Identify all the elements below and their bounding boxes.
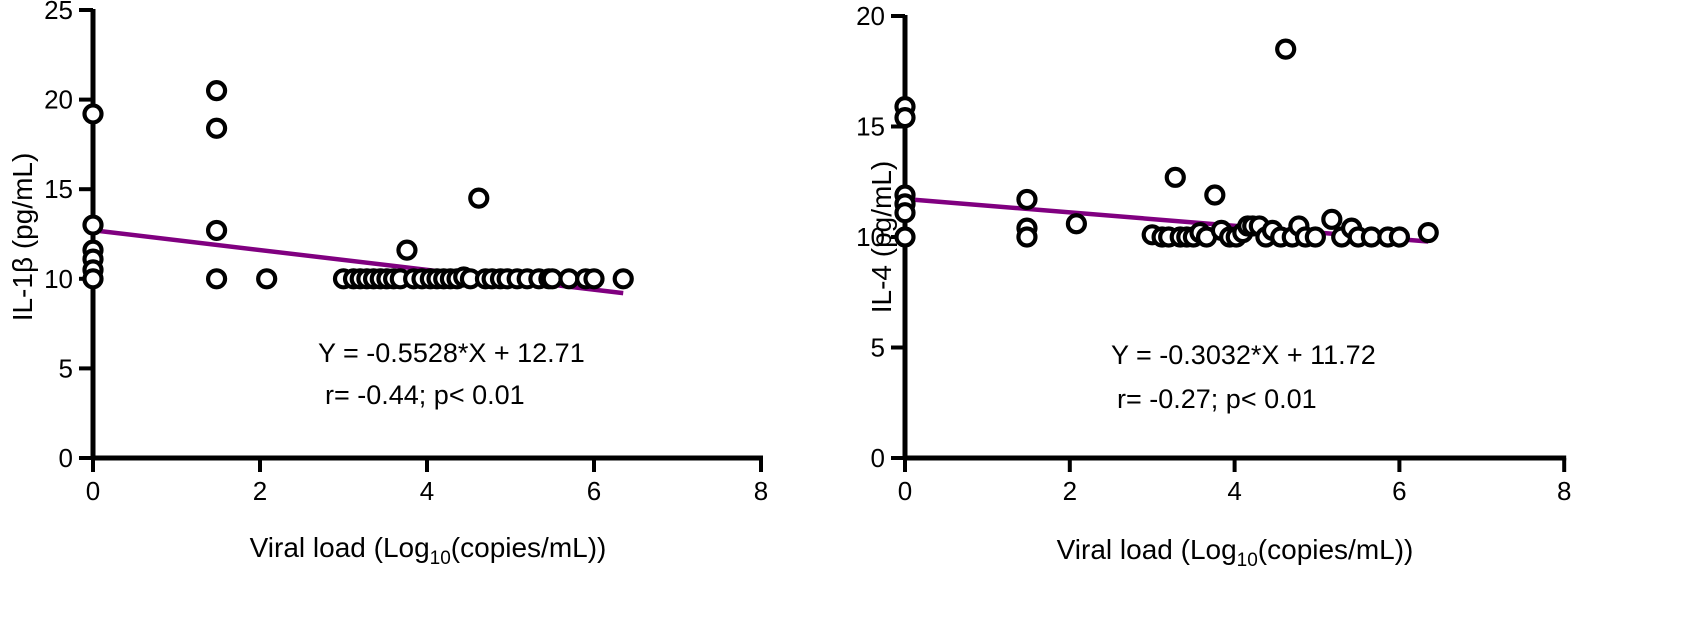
y-tick-label: 10: [44, 264, 73, 294]
x-tick-label: 8: [754, 476, 768, 506]
x-tick-label: 2: [253, 476, 267, 506]
x-axis-title-suffix: (copies/mL)): [1258, 534, 1414, 565]
data-point: [1065, 213, 1087, 235]
data-point: [612, 268, 634, 290]
y-axis-title: IL-1β (pg/mL): [7, 153, 38, 322]
il1b-scatter-chart: 0 5 10 15 20 25 0 2 4 6 8 Y = -0.5528*X + 12.71 r= -…: [7, 0, 768, 569]
data-point: [82, 268, 104, 290]
data-point: [1016, 188, 1038, 211]
data-point: [468, 187, 490, 209]
x-axis-title-subscript: 10: [430, 548, 451, 569]
y-tick-label: 0: [871, 443, 885, 473]
y-tick-label: 5: [59, 353, 73, 383]
regression-equation: Y = -0.5528*X + 12.71: [318, 338, 585, 368]
data-point: [1164, 166, 1186, 188]
y-tick-label: 20: [44, 85, 73, 115]
x-tick-label: 8: [1557, 476, 1571, 506]
regression-equation: Y = -0.3032*X + 11.72: [1111, 340, 1376, 370]
x-axis-title: Viral load (Log10(copies/mL)): [250, 532, 607, 569]
data-point: [205, 80, 228, 102]
y-axis-title: IL-4 (pg/mL): [866, 161, 897, 314]
data-point: [205, 219, 228, 242]
data-point: [396, 239, 418, 261]
x-tick-label: 6: [587, 476, 601, 506]
x-tick-label: 4: [420, 476, 434, 506]
data-point: [1016, 226, 1038, 248]
data-point: [205, 117, 228, 139]
x-axis-title: Viral load (Log10(copies/mL)): [1057, 534, 1414, 571]
y-tick-label: 0: [59, 443, 73, 473]
x-tick-label: 0: [898, 476, 912, 506]
data-point: [1417, 221, 1439, 244]
il4-scatter-chart: 0 5 10 15 20 0 2 4 6 8 Y = -0.3032*X + 11.72 r= -0.…: [856, 1, 1571, 571]
x-tick-label: 4: [1227, 476, 1241, 506]
data-point: [894, 226, 916, 248]
data-point: [1304, 226, 1326, 248]
x-tick-label: 6: [1392, 476, 1406, 506]
data-point: [82, 214, 104, 236]
data-point: [894, 202, 916, 224]
x-axis-title-prefix: Viral load (Log: [1057, 534, 1237, 565]
data-point: [894, 107, 916, 129]
y-tick-label: 15: [44, 174, 73, 204]
data-point: [205, 268, 228, 290]
y-tick-label: 20: [856, 1, 885, 31]
x-tick-label: 0: [86, 476, 100, 506]
data-point: [541, 268, 563, 290]
data-point: [1388, 226, 1411, 248]
correlation-stats: r= -0.27; p< 0.01: [1117, 384, 1317, 414]
y-tick-label: 10: [856, 222, 885, 252]
y-tick-label: 5: [871, 333, 885, 363]
data-point: [583, 268, 605, 290]
correlation-stats: r= -0.44; p< 0.01: [325, 380, 525, 410]
data-point: [1321, 208, 1343, 230]
data-point: [256, 268, 278, 290]
data-point: [1275, 38, 1297, 60]
x-axis-title-subscript: 10: [1237, 550, 1258, 571]
x-axis-title-suffix: (copies/mL)): [451, 532, 607, 563]
x-axis-title-prefix: Viral load (Log: [250, 532, 430, 563]
data-point: [558, 268, 580, 290]
y-tick-label: 15: [856, 112, 885, 142]
data-point: [1204, 184, 1226, 206]
y-tick-label: 25: [44, 0, 73, 25]
x-tick-label: 2: [1063, 476, 1077, 506]
data-point: [82, 103, 104, 125]
